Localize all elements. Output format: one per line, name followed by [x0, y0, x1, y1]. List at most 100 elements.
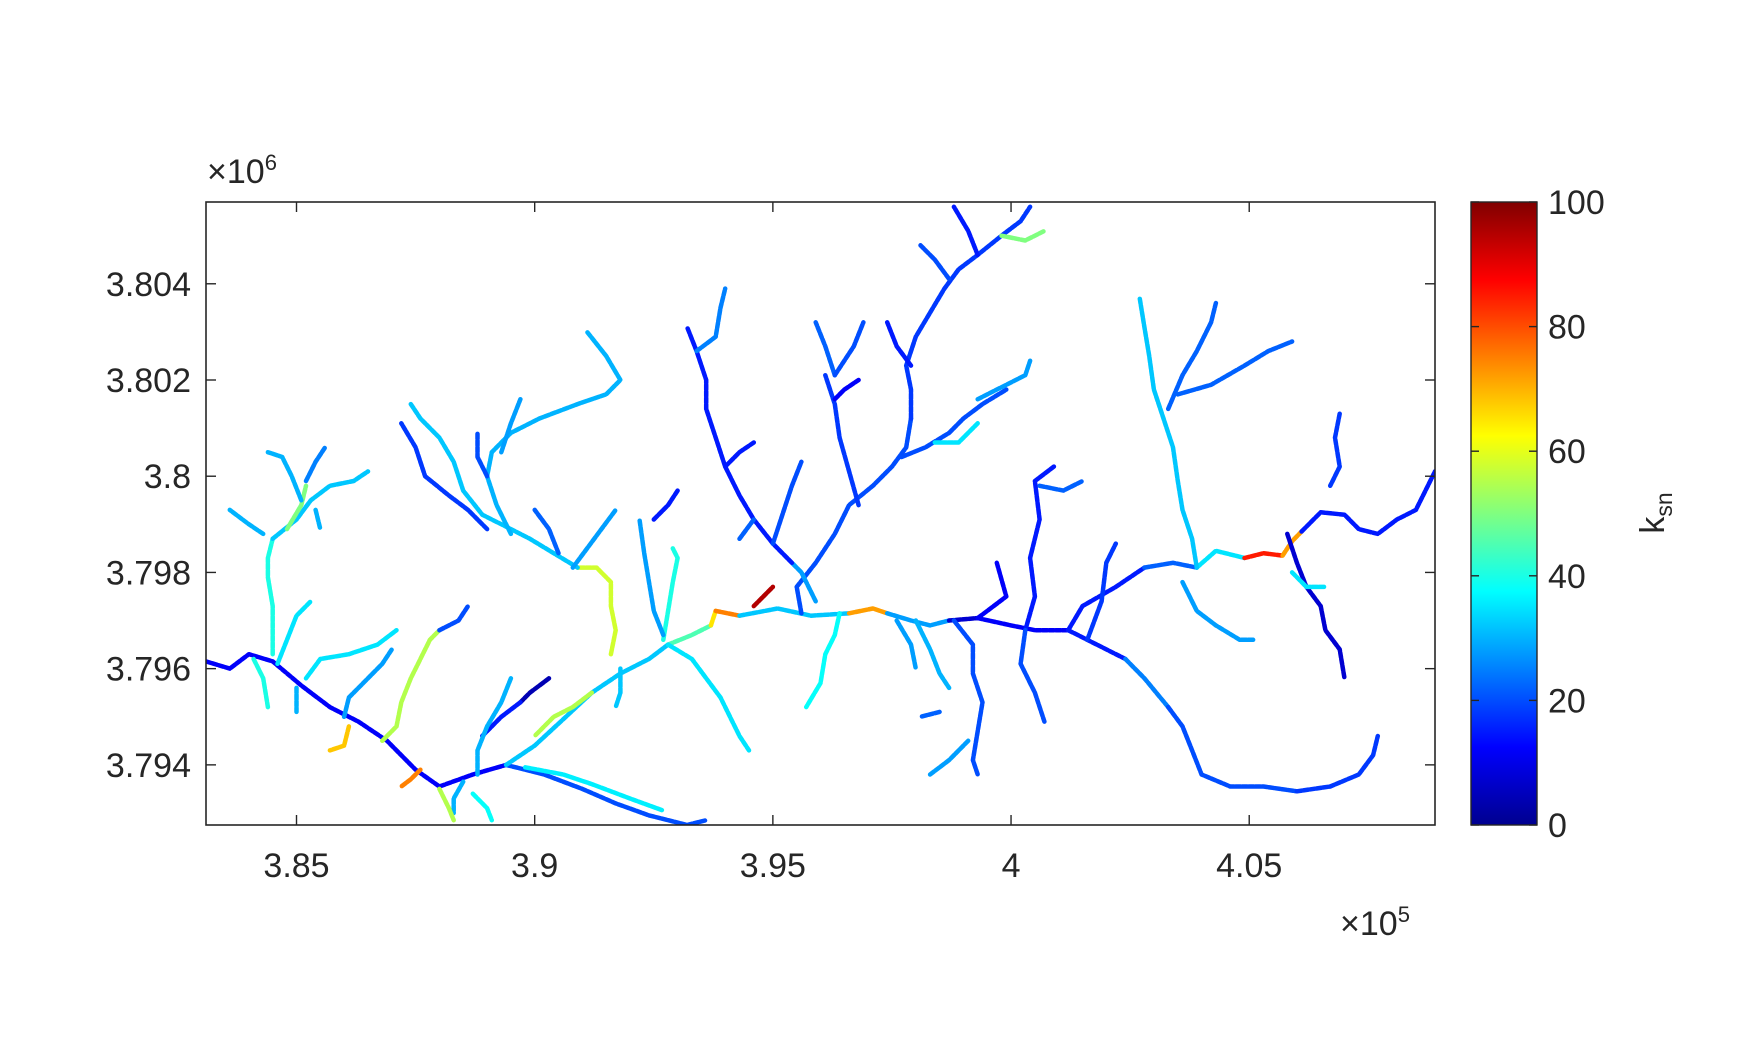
y-tick-label: 3.798 — [106, 554, 191, 592]
y-tick-label: 3.796 — [106, 651, 191, 689]
stream-segment-48 — [951, 204, 980, 258]
stream-segment-57 — [737, 517, 757, 542]
x-axis: 3.85 3.9 3.95 4 4.05 — [263, 202, 1282, 885]
stream-segment-28 — [1289, 570, 1328, 590]
y-tick-label: 3.8 — [144, 458, 191, 496]
stream-segment-52 — [813, 320, 838, 378]
stream-segment-92 — [265, 449, 304, 503]
stream-segment-47 — [918, 243, 952, 282]
stream-segment-63 — [651, 488, 680, 522]
stream-segment-62 — [637, 517, 666, 638]
y-tick-label: 3.804 — [106, 266, 191, 304]
colorbar-tick-label: 40 — [1548, 558, 1586, 596]
stream-segment-32 — [1037, 478, 1085, 493]
stream-segment-5 — [708, 608, 718, 628]
colorbar-tick-label: 60 — [1548, 433, 1586, 471]
stream-segment-23 — [1137, 295, 1200, 570]
colorbar — [1470, 201, 1538, 826]
stream-segment-39 — [894, 618, 919, 671]
stream-segment-89 — [227, 507, 266, 537]
colorbar-ticks: 0 20 40 60 80 100 — [1471, 184, 1605, 845]
stream-segment-94 — [251, 656, 271, 710]
stream-segment-81 — [380, 627, 442, 744]
stream-segment-68 — [480, 700, 523, 739]
stream-segment-73 — [484, 329, 623, 537]
stream-segment-93 — [303, 445, 328, 484]
stream-segment-83 — [341, 647, 395, 720]
stream-segment-74 — [475, 430, 490, 479]
stream-segment-82 — [437, 603, 471, 633]
stream-segment-13 — [1065, 627, 1128, 662]
stream-segment-91 — [284, 483, 309, 532]
stream-segment-3 — [522, 765, 666, 813]
plot-frame — [205, 201, 1436, 826]
stream-segment-38 — [913, 618, 952, 691]
stream-segment-88 — [265, 536, 275, 657]
x-tick-label: 3.9 — [511, 847, 558, 885]
stream-segment-53 — [832, 320, 866, 378]
x-tick-label: 4 — [1002, 847, 1021, 885]
stream-segment-20 — [1242, 550, 1285, 561]
stream-segment-37 — [918, 709, 942, 720]
stream-segment-27 — [1285, 531, 1347, 681]
stream-segment-40 — [803, 611, 842, 710]
colorbar-tick-label: 80 — [1548, 309, 1586, 347]
stream-segment-75 — [499, 396, 523, 455]
stream-segment-50 — [823, 372, 861, 508]
y-tick-label: 3.802 — [106, 362, 191, 400]
stream-segment-12 — [975, 615, 1071, 633]
stream-segment-67 — [518, 676, 552, 705]
stream-segment-78 — [470, 791, 495, 823]
stream-segment-19 — [1194, 548, 1247, 570]
stream-segment-58 — [722, 440, 757, 469]
stream-segment-30 — [1085, 541, 1119, 643]
colorbar-tick-label: 0 — [1548, 807, 1567, 845]
stream-segment-54 — [789, 560, 818, 604]
stream-segment-66 — [532, 690, 595, 739]
stream-segment-17 — [1065, 565, 1147, 633]
stream-segment-35 — [951, 618, 985, 777]
stream-segment-55 — [684, 324, 795, 566]
stream-network — [206, 204, 1435, 825]
stream-segment-6 — [713, 608, 742, 618]
stream-segment-25 — [1175, 339, 1295, 397]
colorbar-tick-label: 100 — [1548, 184, 1605, 222]
stream-segment-22 — [1299, 469, 1435, 537]
x-axis-multiplier: ×105 — [1340, 902, 1410, 943]
stream-segment-34 — [975, 560, 1009, 621]
x-tick-label: 3.95 — [740, 847, 806, 885]
stream-segment-44 — [975, 358, 1033, 402]
stream-segment-31 — [1023, 464, 1057, 633]
stream-segment-33 — [1018, 627, 1047, 724]
stream-segment-65 — [575, 565, 618, 657]
stream-segment-76 — [451, 779, 466, 816]
y-tick-label: 3.794 — [106, 747, 191, 785]
stream-segment-10 — [884, 611, 952, 628]
x-tick-label: 3.85 — [263, 847, 329, 885]
stream-segment-64 — [613, 666, 623, 710]
stream-segment-9 — [846, 606, 890, 616]
stream-segment-72 — [532, 507, 561, 556]
stream-segment-60 — [665, 642, 752, 753]
stream-segment-45 — [903, 204, 1033, 421]
colorbar-tick-label: 20 — [1548, 682, 1586, 720]
stream-segment-80 — [399, 767, 423, 789]
stream-segment-51 — [832, 377, 861, 402]
stream-segment-24 — [1165, 300, 1219, 412]
stream-segment-14 — [1123, 656, 1171, 710]
y-axis-multiplier: ×106 — [207, 150, 277, 191]
stream-segment-59 — [770, 459, 804, 546]
stream-segment-77 — [437, 786, 456, 823]
stream-segment-46 — [884, 320, 914, 368]
stream-segment-42 — [899, 387, 1009, 460]
stream-segment-49 — [999, 228, 1047, 243]
stream-segment-86 — [303, 627, 399, 681]
stream-segment-21 — [1280, 529, 1304, 558]
stream-segment-26 — [1327, 411, 1342, 489]
colorbar-label: ksn — [1634, 492, 1677, 533]
stream-segment-71 — [570, 507, 618, 570]
stream-segment-15 — [1165, 704, 1300, 794]
stream-segment-4 — [665, 623, 714, 647]
